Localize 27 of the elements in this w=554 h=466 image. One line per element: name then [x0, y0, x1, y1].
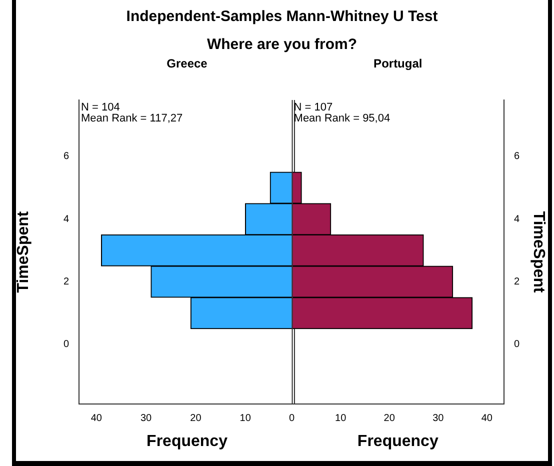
x-axis-title: Frequency: [146, 432, 228, 450]
x-tick-label: 30: [432, 412, 444, 424]
y-tick-label: 6: [63, 151, 70, 162]
chart-title: Portugal: [374, 56, 422, 70]
x-tick-label: 30: [140, 412, 152, 424]
y-tick-label: 2: [514, 276, 520, 288]
annotation: Mean Rank = 117,27: [81, 112, 183, 125]
x-tick-label: 20: [384, 412, 396, 424]
text: Where are you from?: [206, 36, 358, 53]
y-tick-label: 0: [514, 339, 520, 350]
y-tick-label: 4: [514, 214, 520, 225]
annotation: N = 104: [81, 102, 120, 114]
x-tick-label: 10: [335, 412, 347, 424]
y-tick-label: 4: [63, 214, 70, 225]
x-tick-label: 40: [90, 412, 102, 424]
chart-title: Greece: [166, 56, 208, 70]
y-axis-title: TimeSpent: [15, 210, 32, 293]
y-axis-title: TimeSpent: [530, 211, 547, 294]
x-axis-title: Frequency: [357, 432, 438, 450]
x-tick-label: 40: [481, 412, 493, 424]
y-tick-label: 2: [63, 276, 70, 288]
x-tick-label: 0: [289, 412, 295, 424]
text: Independent-Samples Mann-Whitney U Test: [125, 7, 439, 27]
y-tick-label: 6: [514, 151, 520, 162]
y-tick-label: 0: [63, 339, 70, 350]
x-tick-label: 20: [190, 412, 202, 424]
x-tick-label: 10: [240, 412, 252, 424]
